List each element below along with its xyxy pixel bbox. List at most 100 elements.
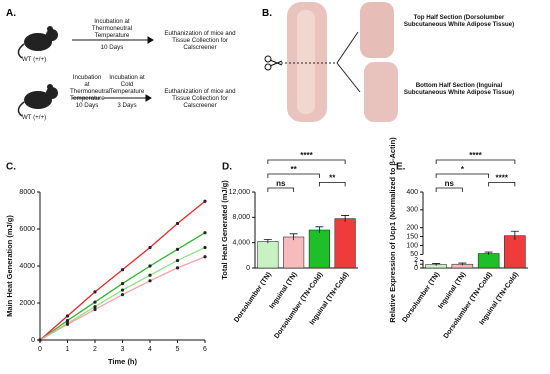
panel-label: E. — [396, 162, 406, 173]
y-tick-label: 2000 — [19, 300, 35, 307]
significance-label: **** — [300, 151, 313, 160]
y-tick-label: 400 — [406, 189, 418, 196]
x-axis-label: Time (h) — [108, 357, 138, 366]
bar — [283, 236, 305, 269]
significance-label: ** — [291, 165, 298, 174]
data-point — [93, 300, 97, 304]
outcome: Euthanization of mice and Tissue Collect… — [164, 30, 236, 51]
y-axis-label: Relative Expression of Ucp1 (Normalized … — [388, 137, 397, 323]
x-tick-label: 2 — [93, 346, 97, 353]
data-point — [203, 199, 207, 203]
y-tick-label: 8000 — [19, 189, 35, 196]
error-bar — [263, 239, 272, 244]
mouse-icon — [17, 84, 58, 117]
y-tick-label: 50 — [410, 251, 418, 258]
error-bar — [432, 263, 441, 266]
data-point — [175, 258, 180, 263]
x-tick-label: 3 — [121, 346, 125, 353]
data-point — [203, 245, 207, 250]
data-point — [175, 266, 180, 270]
data-point — [120, 288, 125, 292]
significance-label: * — [461, 165, 465, 174]
section-text: Top Half Section (Dorsolumber Subcutaneo… — [403, 14, 515, 28]
y-tick-label: 0 — [31, 337, 35, 344]
x-tick-label: Inguinal (TN) — [269, 271, 299, 310]
significance-label: ns — [276, 179, 286, 188]
bar — [334, 218, 356, 269]
y-tick-label: 200 — [406, 225, 418, 232]
step-text: Incubation at Thermoneutral Temperature — [91, 18, 133, 39]
y-tick-label: 2 — [414, 257, 418, 264]
x-tick-label: Inguinal (TN) — [437, 271, 467, 310]
step-text: Incubation at Cold Temperature — [109, 74, 145, 95]
x-tick-label: 0 — [38, 346, 42, 353]
x-tick-label: 1 — [66, 346, 70, 353]
significance-bracket — [488, 182, 516, 187]
section-text: Bottom Half Section (Inguinal Subcutaneo… — [403, 82, 515, 96]
significance-bracket — [267, 159, 346, 164]
data-point — [148, 273, 152, 277]
data-point — [148, 245, 152, 250]
y-tick-label: 6000 — [19, 226, 35, 233]
error-bar — [315, 226, 324, 234]
arrows — [72, 36, 154, 102]
error-bar — [484, 251, 493, 255]
significance-bracket — [435, 173, 490, 178]
data-point — [203, 255, 207, 259]
error-bar — [458, 262, 467, 266]
x-tick-label: 4 — [148, 346, 152, 353]
series-line — [39, 232, 206, 341]
y-axis-label: Total Heat Generated (mJ/g) — [220, 180, 229, 280]
data-point — [120, 281, 125, 286]
y-tick-label: 0 — [414, 265, 418, 272]
significance-bracket — [267, 187, 295, 192]
step-duration: 10 Days — [75, 102, 99, 109]
error-bar — [510, 230, 519, 241]
y-tick-label: 4,000 — [232, 240, 250, 247]
y-tick-label: 12,000 — [229, 189, 251, 196]
data-point — [65, 318, 70, 323]
tissue-photo — [264, 2, 398, 122]
significance-bracket — [267, 173, 320, 178]
significance-label: **** — [469, 151, 482, 160]
y-tick-label: 150 — [406, 233, 418, 240]
data-point — [120, 268, 125, 272]
y-tick-label: 300 — [406, 207, 418, 214]
y-tick-label: 0 — [246, 265, 250, 272]
data-point — [65, 314, 70, 318]
data-point — [203, 231, 207, 235]
significance-label: ** — [329, 174, 336, 183]
error-bar — [289, 233, 298, 241]
data-point — [120, 293, 125, 297]
x-tick-label: Dorsolumber (TN) — [401, 271, 441, 324]
significance-label: ns — [445, 179, 455, 188]
bar — [477, 253, 500, 269]
data-point — [175, 221, 180, 226]
panel-label: D. — [222, 162, 232, 173]
x-tick-label: 6 — [203, 346, 207, 353]
step-duration: 3 Days — [117, 102, 137, 109]
significance-bracket — [435, 159, 516, 164]
step-duration: 10 Days — [100, 44, 124, 51]
x-tick-label: Dorsolumber (TN+Cold) — [273, 271, 324, 340]
panel-label: C. — [6, 162, 16, 173]
y-tick-label: 4000 — [19, 263, 35, 270]
x-tick-label: Dorsolumber (TN+Cold) — [443, 271, 494, 340]
bar — [308, 229, 330, 269]
y-tick-label: 100 — [406, 242, 418, 249]
x-tick-label: 5 — [176, 346, 180, 353]
y-tick-label: 1 — [414, 261, 418, 268]
bar — [504, 235, 526, 269]
panel-label: A. — [6, 8, 16, 19]
data-point — [148, 279, 152, 283]
data-point — [93, 305, 97, 309]
mouse-label: WT (+/+) — [21, 56, 47, 63]
mouse-label: WT (+/+) — [21, 114, 47, 121]
mouse-icon — [17, 26, 58, 59]
data-point — [148, 264, 152, 268]
panel-label: B. — [262, 8, 272, 19]
significance-bracket — [318, 182, 346, 187]
y-tick-label: 8,000 — [232, 214, 250, 221]
